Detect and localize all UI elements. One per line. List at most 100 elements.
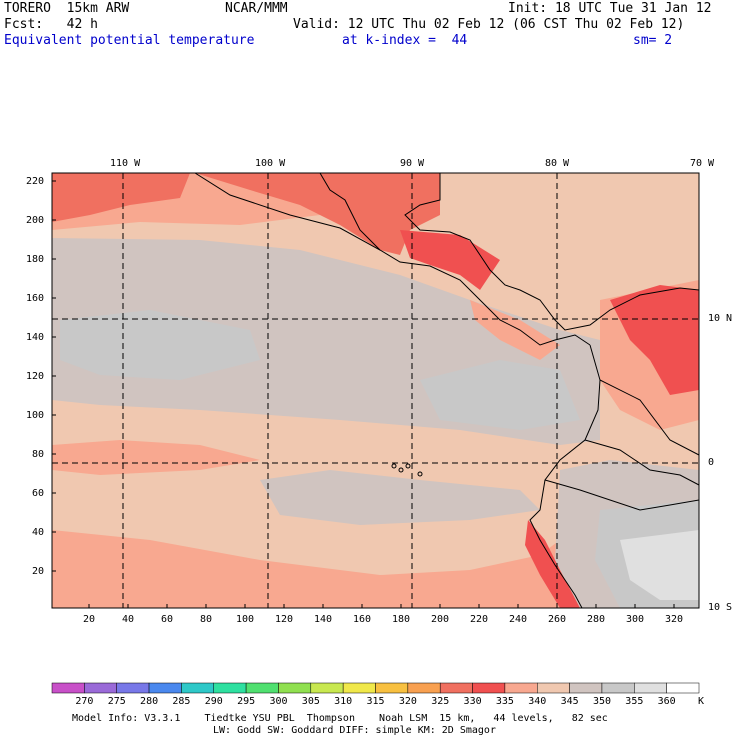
white-patch [620, 530, 699, 600]
colorbar-swatch [116, 682, 150, 694]
x-tick-label: 80 [200, 614, 213, 625]
colorbar-swatch [84, 682, 117, 694]
lon-label-100w: 100 W [255, 158, 286, 169]
colorbar-label: 325 [431, 696, 450, 707]
colorbar [51, 682, 700, 694]
x-tick-label: 240 [509, 614, 528, 625]
y-tick-label: 20 [32, 566, 45, 577]
colorbar-swatch [407, 682, 441, 694]
colorbar-label: 360 [657, 696, 676, 707]
lat-label-0: 0 [708, 457, 715, 468]
y-tick-label: 100 [26, 410, 45, 421]
colorbar-swatch [213, 682, 247, 694]
colorbar-swatch [148, 682, 182, 694]
gray-band-mid [260, 470, 540, 525]
colorbar-label: 295 [237, 696, 256, 707]
colorbar-label: 270 [75, 696, 94, 707]
colorbar-swatch [634, 682, 667, 694]
colorbar-label: 280 [140, 696, 159, 707]
red-venezuela [610, 285, 699, 395]
salmon-costa-rica [470, 300, 560, 360]
y-tick-label: 60 [32, 488, 45, 499]
red-peru-coast [525, 520, 580, 608]
colorbar-label: 335 [495, 696, 514, 707]
x-tick-label: 20 [83, 614, 96, 625]
valid-time: Valid: 12 UTC Thu 02 Feb 12 (06 CST Thu … [293, 17, 685, 32]
model-info: Model Info: V3.3.1 Tiedtke YSU PBL Thomp… [72, 713, 608, 724]
colorbar-swatch [181, 682, 214, 694]
y-tick-label: 140 [26, 332, 45, 343]
graticule [52, 173, 699, 608]
x-tick-label: 200 [431, 614, 450, 625]
colorbar-swatch [666, 682, 700, 694]
x-tick-label: 120 [275, 614, 294, 625]
lon-label-90w: 90 W [400, 158, 425, 169]
colorbar-label: 275 [107, 696, 126, 707]
lat-label-10n: 10 N [708, 313, 733, 324]
y-tick-label: 160 [26, 293, 45, 304]
light-gray-patch-1 [60, 310, 260, 380]
red-central-america [400, 230, 500, 290]
map-frame [51, 172, 700, 609]
x-tick-label: 320 [665, 614, 684, 625]
colorbar-swatch [51, 682, 85, 694]
lon-label-80w: 80 W [545, 158, 570, 169]
colorbar-label: 285 [172, 696, 191, 707]
colorbar-label: 305 [301, 696, 320, 707]
colorbar-label: 315 [366, 696, 385, 707]
x-tick-label: 300 [626, 614, 645, 625]
field-shading [52, 173, 699, 608]
lon-label-70w: 70 W [690, 158, 715, 169]
colorbar-label: 290 [204, 696, 223, 707]
colorbar-swatch [439, 682, 473, 694]
red-mexico [195, 173, 440, 255]
x-tick-label: 180 [392, 614, 411, 625]
colorbar-swatch [569, 682, 603, 694]
y-tick-label: 80 [32, 449, 45, 460]
colorbar-swatch [601, 682, 635, 694]
colorbar-label: 345 [560, 696, 579, 707]
forecast-hour: Fcst: 42 h [4, 17, 98, 32]
x-tick-label: 220 [470, 614, 489, 625]
colorbar-label: 300 [269, 696, 288, 707]
y-tick-label: 40 [32, 527, 45, 538]
colorbar-unit: K [698, 696, 705, 707]
y-tick-label: 200 [26, 215, 45, 226]
colorbar-swatch [310, 682, 344, 694]
lat-label-10s: 10 S [708, 602, 733, 613]
x-tick-label: 260 [548, 614, 567, 625]
lon-label-110w: 110 W [110, 158, 141, 169]
colorbar-label: 350 [592, 696, 611, 707]
x-tick-label: 100 [236, 614, 255, 625]
smoothing-info: sm= 2 [633, 33, 673, 48]
x-tick-label: 280 [587, 614, 606, 625]
colorbar-swatch [278, 682, 312, 694]
x-tick-label: 160 [353, 614, 372, 625]
organization: NCAR/MMM [225, 1, 288, 16]
coastlines [194, 173, 699, 608]
colorbar-swatch [245, 682, 279, 694]
light-gray-patch-2 [420, 360, 580, 430]
model-physics: LW: Godd SW: Goddard DIFF: simple KM: 2D… [213, 725, 496, 736]
y-tick-label: 220 [26, 176, 45, 187]
field-name: Equivalent potential temperature [4, 33, 255, 48]
x-tick-label: 60 [161, 614, 174, 625]
level-info: at k-index = 44 [342, 33, 468, 48]
colorbar-swatch [375, 682, 409, 694]
salmon-band-south [52, 530, 560, 608]
y-tick-label: 120 [26, 371, 45, 382]
colorbar-swatch [472, 682, 506, 694]
colorbar-label: 340 [528, 696, 547, 707]
colorbar-label: 330 [463, 696, 482, 707]
x-tick-label: 40 [122, 614, 135, 625]
colorbar-swatch [537, 682, 570, 694]
colorbar-label: 310 [334, 696, 353, 707]
model-name: TORERO 15km ARW [4, 1, 130, 16]
colorbar-label: 320 [398, 696, 417, 707]
colorbar-label: 355 [625, 696, 644, 707]
axis-ticks [52, 180, 675, 608]
x-tick-label: 140 [314, 614, 333, 625]
red-nw [52, 173, 190, 222]
salmon-band-equator [52, 440, 260, 475]
